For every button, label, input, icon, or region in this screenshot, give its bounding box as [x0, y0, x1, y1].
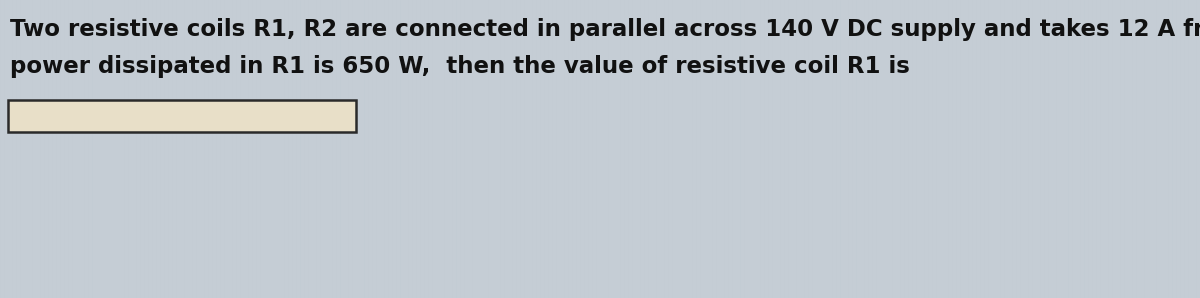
Text: power dissipated in R1 is 650 W,  then the value of resistive coil R1 is: power dissipated in R1 is 650 W, then th…: [10, 55, 910, 78]
Bar: [8, 100, 356, 132]
Text: Two resistive coils R1, R2 are connected in parallel across 140 V DC supply and : Two resistive coils R1, R2 are connected…: [10, 18, 1200, 41]
